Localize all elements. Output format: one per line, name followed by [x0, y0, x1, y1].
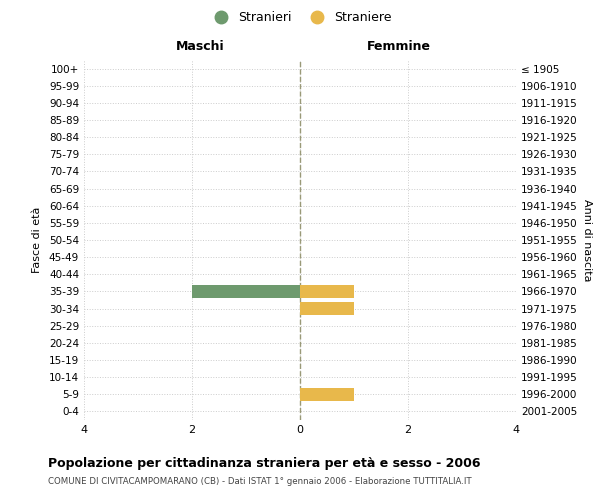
Text: Popolazione per cittadinanza straniera per età e sesso - 2006: Popolazione per cittadinanza straniera p… [48, 458, 481, 470]
Text: Maschi: Maschi [176, 40, 225, 53]
Bar [300, 302, 354, 315]
Y-axis label: Anni di nascita: Anni di nascita [581, 198, 592, 281]
Y-axis label: Fasce di età: Fasce di età [32, 207, 42, 273]
Legend: Stranieri, Straniere: Stranieri, Straniere [203, 6, 397, 29]
Bar [300, 285, 354, 298]
Text: Femmine: Femmine [367, 40, 431, 53]
Text: COMUNE DI CIVITACAMPOMARANO (CB) - Dati ISTAT 1° gennaio 2006 - Elaborazione TUT: COMUNE DI CIVITACAMPOMARANO (CB) - Dati … [48, 478, 472, 486]
Bar [300, 388, 354, 400]
Bar [192, 285, 300, 298]
